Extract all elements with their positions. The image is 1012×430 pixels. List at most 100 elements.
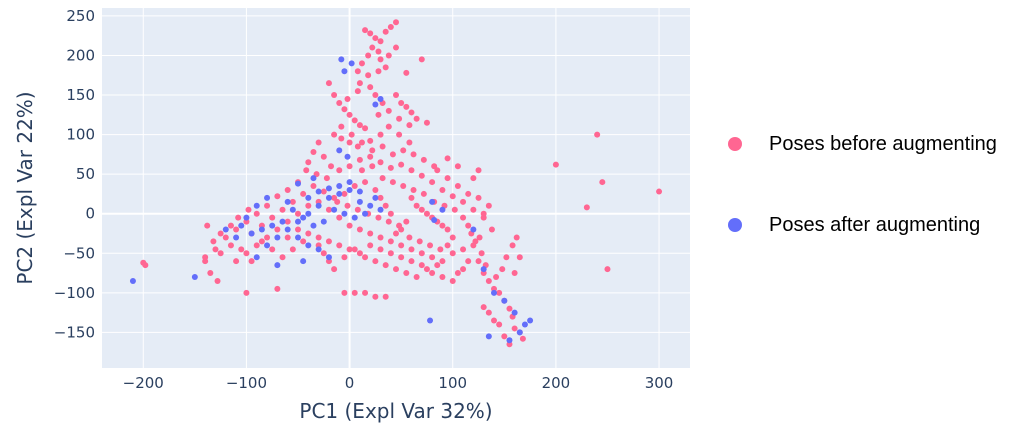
data-point: [274, 193, 281, 200]
data-point: [354, 143, 361, 150]
data-point: [372, 101, 379, 108]
data-point: [356, 198, 363, 205]
data-point: [493, 274, 500, 281]
data-point: [346, 222, 353, 229]
y-tick-label: 150: [66, 86, 95, 104]
data-point: [454, 270, 461, 277]
data-point: [496, 289, 503, 296]
data-point: [336, 167, 343, 174]
data-point: [444, 155, 451, 162]
data-point: [362, 179, 369, 186]
legend-item-before[interactable]: Poses before augmenting: [724, 124, 1012, 164]
data-point: [501, 333, 508, 340]
data-point: [506, 305, 513, 312]
y-tick-label: 50: [76, 165, 95, 183]
legend[interactable]: Poses before augmenting Poses after augm…: [724, 124, 1012, 286]
data-point: [274, 226, 281, 233]
data-point: [375, 111, 382, 118]
data-point: [444, 242, 451, 249]
data-point: [253, 254, 260, 261]
data-point: [382, 262, 389, 269]
data-point: [367, 153, 374, 160]
data-point: [315, 202, 322, 209]
data-point: [439, 186, 446, 193]
data-point: [408, 109, 415, 116]
data-point: [431, 217, 438, 224]
data-point: [336, 99, 343, 106]
data-point: [377, 131, 384, 138]
data-point: [516, 254, 523, 261]
data-point: [398, 99, 405, 106]
data-point: [460, 266, 467, 273]
data-point: [377, 246, 384, 253]
data-point: [305, 242, 312, 249]
x-tick-label: 300: [645, 374, 674, 392]
data-point: [437, 246, 444, 253]
data-point: [396, 131, 403, 138]
data-point: [403, 103, 410, 110]
data-point: [295, 226, 301, 233]
data-point: [295, 180, 301, 187]
data-point: [341, 106, 348, 113]
data-point: [315, 234, 322, 241]
data-point: [552, 161, 559, 168]
data-point: [207, 270, 214, 277]
data-point: [439, 206, 446, 213]
data-point: [305, 159, 312, 166]
x-tick-label: −100: [226, 374, 267, 392]
data-point: [274, 234, 281, 241]
data-point: [387, 250, 394, 257]
data-point: [310, 183, 317, 190]
data-point: [341, 210, 348, 217]
data-point: [300, 190, 307, 197]
data-point: [264, 202, 271, 209]
data-point: [356, 122, 363, 129]
data-point: [238, 222, 245, 229]
data-point: [485, 333, 492, 340]
data-point: [382, 293, 389, 300]
data-point: [356, 226, 363, 233]
data-point: [389, 179, 396, 186]
data-point: [449, 250, 456, 257]
data-point: [303, 167, 310, 174]
data-point: [341, 190, 348, 197]
data-point: [400, 183, 407, 190]
data-point: [382, 28, 389, 35]
data-point: [403, 218, 410, 225]
data-point: [460, 246, 467, 253]
data-point: [506, 337, 513, 344]
data-point: [449, 277, 456, 284]
data-point: [354, 68, 361, 75]
data-point: [594, 131, 601, 138]
data-point: [328, 163, 335, 170]
data-point: [325, 206, 332, 213]
data-point: [362, 27, 369, 34]
data-point: [305, 210, 312, 217]
data-point: [465, 190, 472, 197]
data-point: [418, 172, 425, 179]
legend-item-after[interactable]: Poses after augmenting: [724, 205, 1012, 245]
legend-label: Poses before augmenting: [769, 132, 997, 155]
data-point: [410, 186, 417, 193]
data-point: [431, 163, 438, 170]
data-point: [406, 139, 413, 146]
data-point: [475, 258, 482, 265]
data-point: [351, 289, 358, 296]
data-point: [408, 258, 415, 265]
data-point: [358, 60, 365, 67]
data-point: [258, 238, 265, 245]
data-point: [509, 242, 516, 249]
y-tick-label: −50: [63, 244, 95, 262]
data-point: [295, 218, 301, 225]
data-point: [346, 139, 353, 146]
data-point: [346, 163, 353, 170]
data-point: [475, 167, 482, 174]
data-point: [398, 242, 405, 249]
data-point: [503, 254, 510, 261]
data-point: [325, 80, 332, 87]
data-point: [465, 258, 472, 265]
data-point: [289, 246, 296, 253]
data-point: [362, 254, 369, 261]
data-point: [367, 30, 374, 37]
data-point: [400, 147, 407, 154]
